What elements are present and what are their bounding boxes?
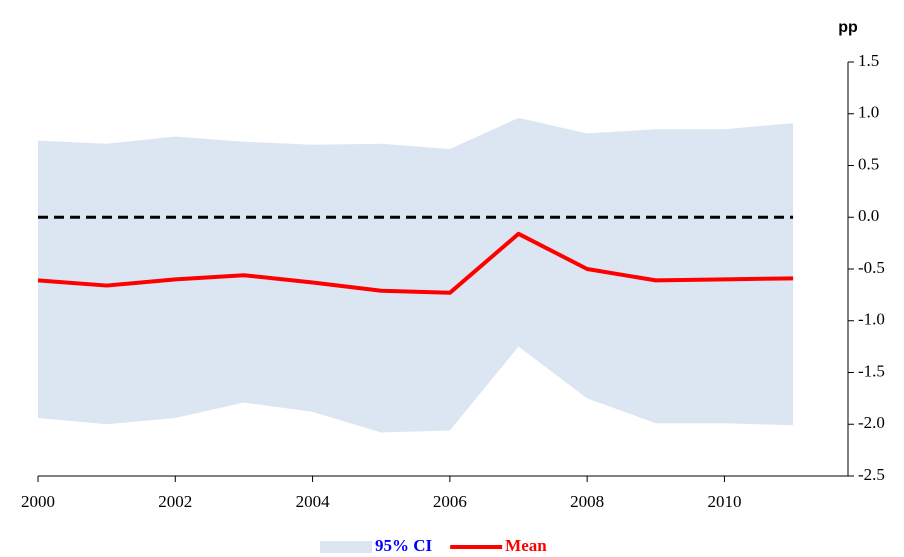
x-tick-label: 2006 [433, 492, 467, 511]
x-tick-label: 2000 [21, 492, 55, 511]
y-tick-label: -1.5 [858, 361, 885, 380]
y-tick-label: 1.0 [858, 103, 879, 122]
y-axis-label: pp [838, 19, 858, 36]
y-tick-label: 1.5 [858, 51, 879, 70]
x-tick-label: 2008 [570, 492, 604, 511]
y-tick-label: 0.0 [858, 206, 879, 225]
x-tick-label: 2010 [707, 492, 741, 511]
y-tick-label: -2.0 [858, 413, 885, 432]
legend-label: Mean [505, 536, 547, 555]
legend-swatch [320, 541, 372, 553]
ci-band [38, 117, 794, 433]
y-tick-label: -0.5 [858, 258, 885, 277]
y-tick-label: 0.5 [858, 154, 879, 173]
mean-line [37, 231, 794, 295]
y-tick-label: -2.5 [858, 465, 885, 484]
x-tick-label: 2004 [296, 492, 331, 511]
y-tick-label: -1.0 [858, 310, 885, 329]
legend-label: 95% CI [375, 536, 433, 555]
x-tick-label: 2002 [158, 492, 192, 511]
